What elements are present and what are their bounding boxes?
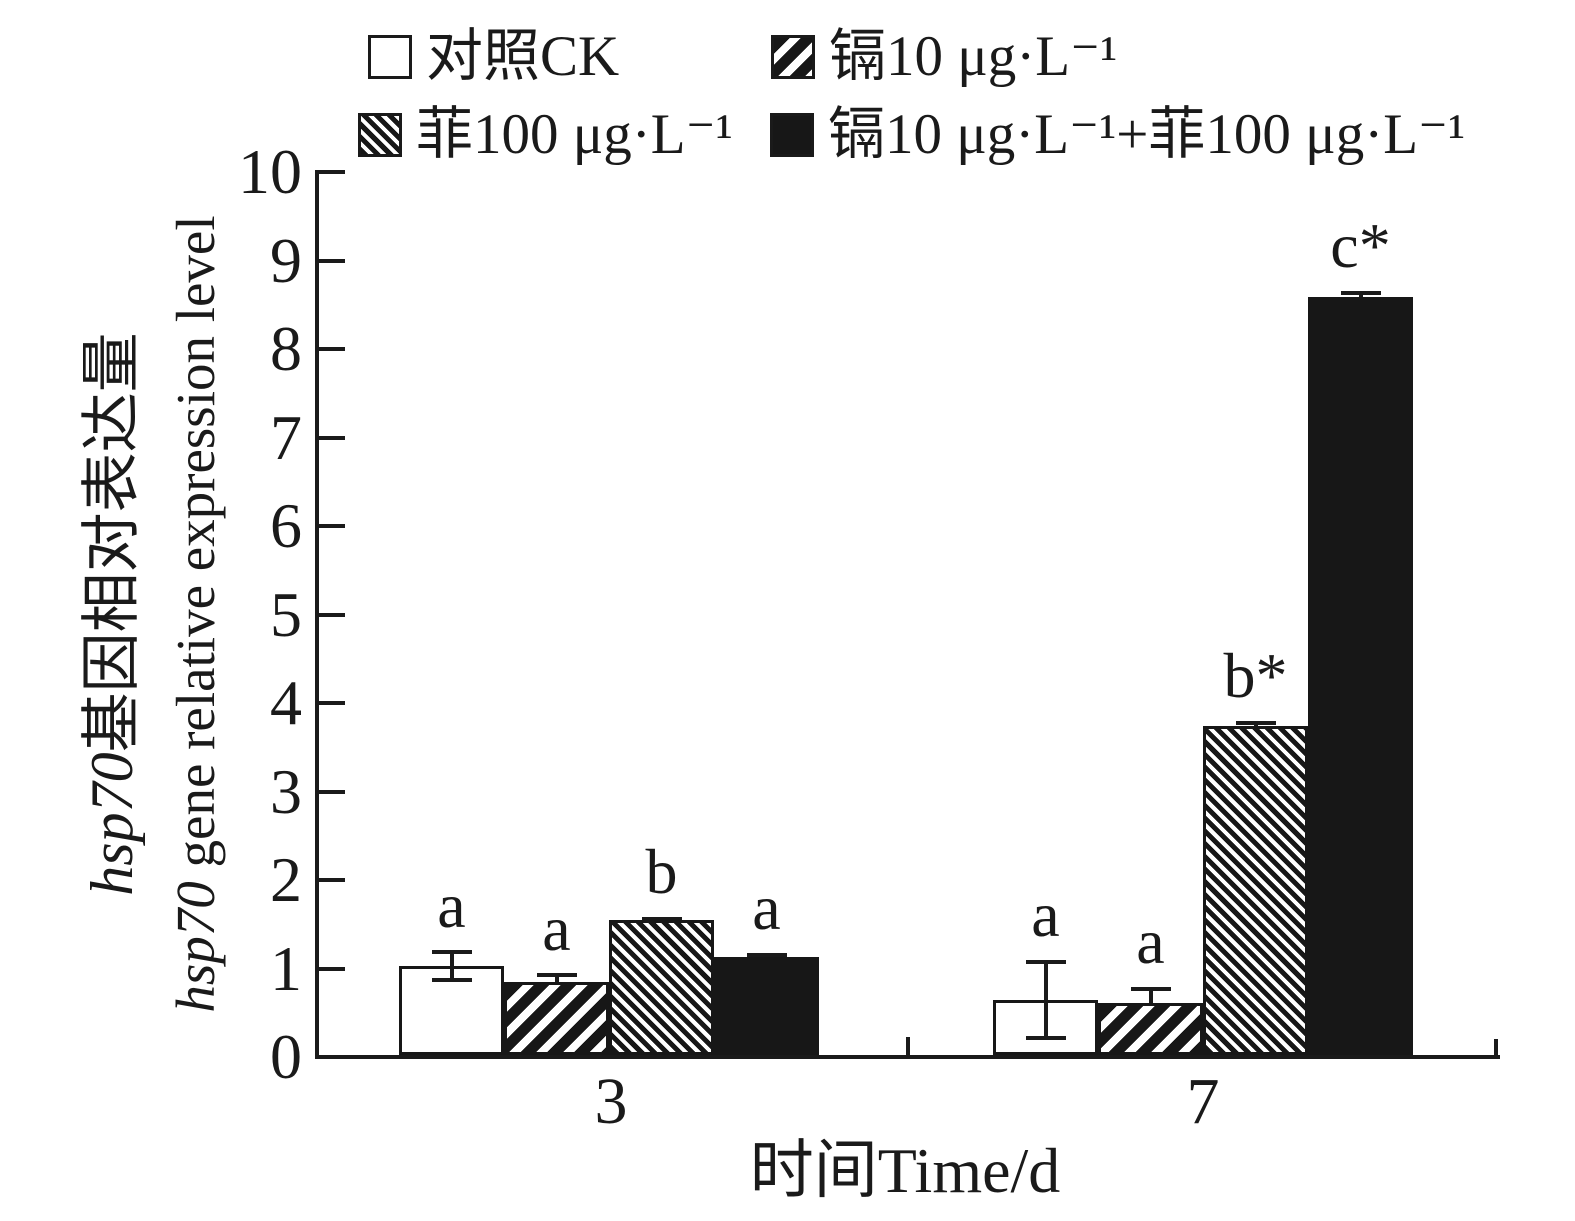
bar-rect	[399, 966, 504, 1055]
y-axis-title-rest-zh: 基因相对表达量	[79, 332, 145, 753]
y-tick-6	[319, 524, 345, 528]
bar-rect	[1098, 1003, 1203, 1055]
significance-letter: a	[752, 872, 781, 943]
y-tick-label-2: 2	[270, 844, 302, 915]
y-tick-3	[319, 790, 345, 794]
bar-day3-control: a	[399, 160, 504, 1055]
significance-letter: a	[437, 870, 466, 941]
y-tick-label-9: 9	[270, 225, 302, 296]
error-bar	[1025, 960, 1066, 1040]
significance-letter: c*	[1330, 210, 1391, 281]
legend-swatch-control	[368, 35, 412, 79]
significance-letter: a	[1136, 906, 1165, 977]
y-tick-5	[319, 613, 345, 617]
y-axis-line	[315, 170, 319, 1059]
y-tick-label-6: 6	[270, 490, 302, 561]
legend-label-cadmium-phenanthrene: 镉10 μg·L⁻¹+菲100 μg·L⁻¹	[828, 103, 1466, 166]
legend-swatch-cadmium	[771, 35, 815, 79]
bar-day3-phenanthrene: b	[609, 160, 714, 1055]
significance-letter: a	[1031, 879, 1060, 950]
y-tick-2	[319, 878, 345, 882]
x-axis-line	[315, 1055, 1500, 1059]
y-tick-label-1: 1	[270, 933, 302, 1004]
bar-rect	[714, 957, 819, 1055]
significance-letter: a	[542, 893, 571, 964]
bar-day7-control: a	[993, 160, 1098, 1055]
legend-label-cadmium: 镉10 μg·L⁻¹	[829, 25, 1118, 88]
x-axis-end-tick	[1494, 1039, 1498, 1055]
y-tick-label-0: 0	[270, 1021, 302, 1092]
significance-letter: b*	[1223, 640, 1288, 711]
significance-letter: b	[645, 836, 678, 907]
legend-label-phenanthrene: 菲100 μg·L⁻¹	[416, 103, 733, 166]
legend-label-control: 对照CK	[426, 25, 620, 88]
bar-rect	[1203, 726, 1308, 1055]
bar-rect	[1308, 297, 1413, 1055]
legend-item-cadmium: 镉10 μg·L⁻¹	[771, 26, 1117, 88]
x-tick-label-day3: 3	[594, 1065, 628, 1138]
legend-swatch-phenanthrene	[358, 113, 402, 157]
bar-day7-cadmium: a	[1098, 160, 1203, 1055]
y-tick-4	[319, 701, 345, 705]
x-axis-divider-tick	[906, 1037, 910, 1055]
legend-item-control: 对照CK	[368, 26, 619, 88]
y-tick-label-3: 3	[270, 756, 302, 827]
y-tick-8	[319, 347, 345, 351]
y-tick-1	[319, 967, 345, 971]
y-tick-10	[319, 170, 345, 174]
y-tick-9	[319, 259, 345, 263]
x-axis-title: 时间Time/d	[749, 1135, 1061, 1206]
y-tick-7	[319, 436, 345, 440]
y-tick-label-5: 5	[270, 579, 302, 650]
y-tick-label-10: 10	[238, 136, 302, 207]
error-bar	[431, 950, 472, 982]
y-tick-label-4: 4	[270, 667, 302, 738]
legend-item-cadmium-phenanthrene: 镉10 μg·L⁻¹+菲100 μg·L⁻¹	[770, 104, 1465, 166]
legend-item-phenanthrene: 菲100 μg·L⁻¹	[358, 104, 733, 166]
bar-day3-cadmium-phenanthrene: a	[714, 160, 819, 1055]
bar-day3-cadmium: a	[504, 160, 609, 1055]
y-axis-title-gene-zh: hsp70	[79, 752, 145, 896]
bar-day7-phenanthrene: b*	[1203, 160, 1308, 1055]
bar-rect	[609, 920, 714, 1055]
bar-day7-cadmium-phenanthrene: c*	[1308, 160, 1413, 1055]
x-tick-label-day7: 7	[1186, 1065, 1220, 1138]
bar-rect	[504, 982, 609, 1055]
legend-swatch-cadmium-phenanthrene	[770, 113, 814, 157]
y-tick-label-7: 7	[270, 402, 302, 473]
y-tick-label-8: 8	[270, 313, 302, 384]
